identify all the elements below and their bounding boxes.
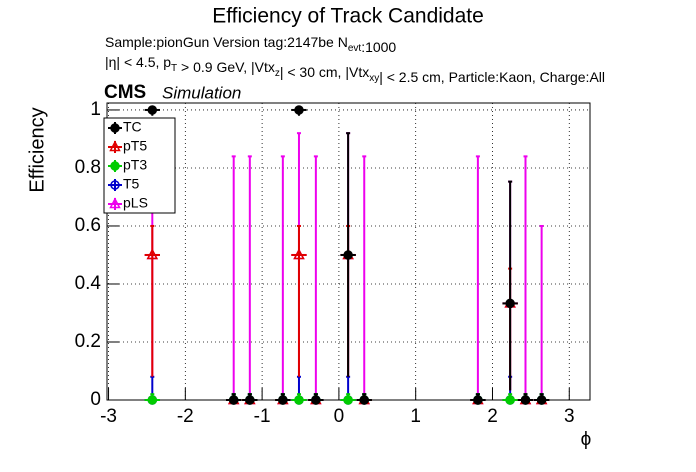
x-tick-label: -2 [177, 406, 194, 427]
marker [293, 248, 305, 260]
experiment-note: Simulation [162, 83, 241, 102]
y-tick-label: 0.2 [75, 331, 101, 352]
marker [473, 395, 483, 405]
marker [505, 298, 515, 309]
y-tick-label: 0.6 [75, 215, 101, 236]
x-tick-label: 0 [334, 406, 345, 427]
info-line: |η| < 4.5, pT > 0.9 GeV, |Vtxz| < 30 cm,… [105, 54, 605, 85]
subscript: T [171, 63, 177, 74]
x-tick-label: 1 [410, 406, 421, 427]
marker [536, 395, 547, 405]
marker [146, 248, 159, 260]
marker [147, 105, 158, 115]
x-tick-label: -1 [254, 406, 271, 427]
marker [109, 197, 121, 209]
y-tick-label: 0.8 [75, 157, 101, 178]
chart-title: Efficiency of Track Candidate [212, 5, 484, 28]
marker [228, 395, 239, 405]
marker [110, 123, 120, 133]
marker [505, 395, 515, 405]
marker [359, 395, 369, 405]
text-segment: |η| < 4.5, p [105, 54, 171, 70]
text-segment: :1000 [361, 39, 396, 55]
marker [110, 180, 120, 190]
y-axis-label: Efficiency [26, 107, 48, 192]
text-segment: > 0.9 GeV, |Vtx [177, 59, 275, 75]
subscript: z [275, 68, 280, 79]
y-tick-label: 0 [90, 389, 101, 410]
y-tick-label: 0.4 [75, 273, 102, 294]
marker [343, 250, 353, 260]
marker [147, 395, 158, 405]
x-axis-label: ϕ [581, 429, 592, 450]
experiment-label: CMS [104, 82, 146, 103]
legend-label: pT5 [123, 138, 147, 154]
info-line: Sample:pionGun Version tag:2147be Nevt:1… [105, 34, 396, 55]
marker [520, 395, 531, 405]
marker [311, 395, 321, 405]
legend-label: T5 [123, 176, 140, 192]
marker [343, 395, 353, 405]
marker [294, 395, 304, 405]
marker [110, 161, 120, 171]
subscript: xy [369, 73, 379, 84]
x-tick-label: 2 [487, 406, 498, 427]
y-tick-label: 1 [90, 99, 101, 120]
marker [109, 140, 121, 152]
marker [294, 105, 304, 115]
x-tick-label: 3 [564, 406, 575, 427]
subscript: evt [348, 43, 362, 54]
text-segment: Sample:pionGun Version tag:2147be N [105, 34, 348, 50]
marker [245, 395, 255, 405]
legend-label: pLS [123, 195, 148, 211]
text-segment: | < 2.5 cm, Particle:Kaon, Charge:All [379, 69, 605, 85]
text-segment: | < 30 cm, |Vtx [280, 64, 369, 80]
legend-label: TC [123, 119, 142, 135]
marker [278, 395, 288, 405]
legend-label: pT3 [123, 157, 147, 173]
x-tick-label: -3 [100, 406, 117, 427]
